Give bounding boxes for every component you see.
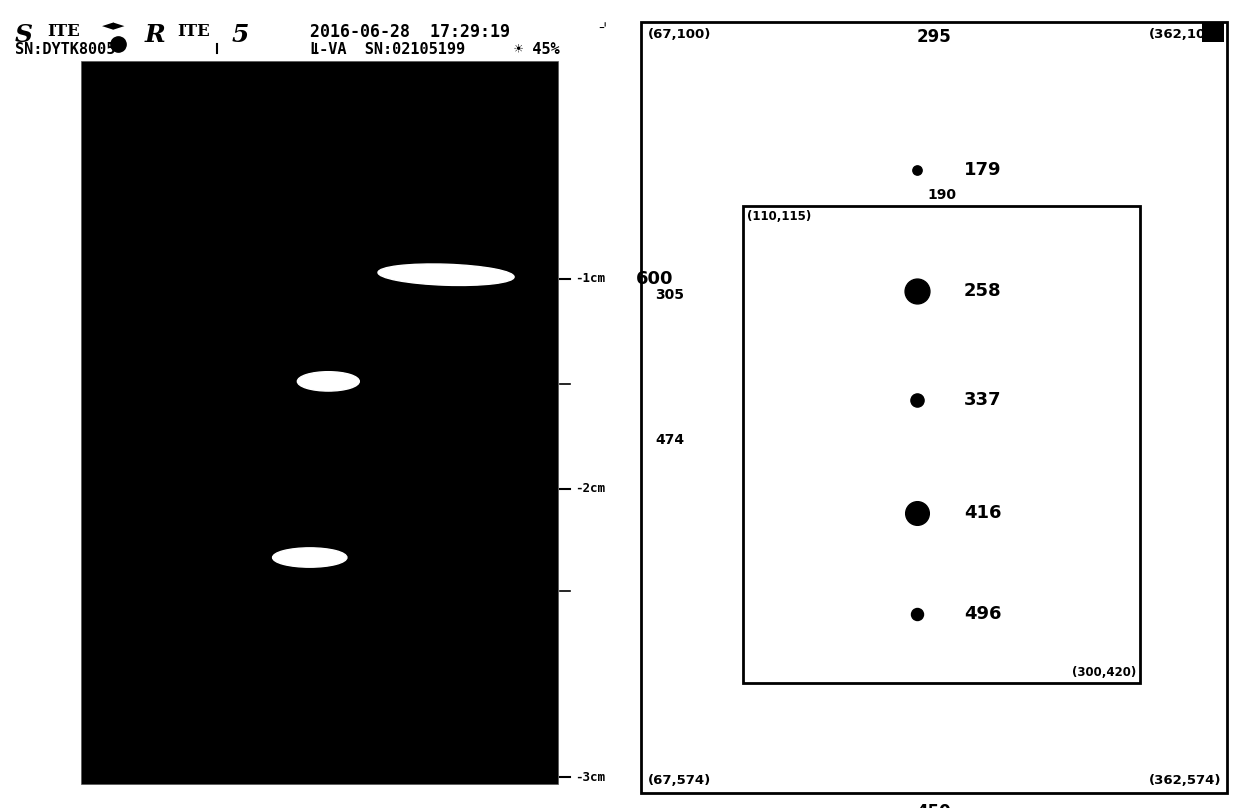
Text: L-VA  SN:02105199: L-VA SN:02105199 — [310, 42, 465, 57]
Text: 2016-06-28  17:29:19: 2016-06-28 17:29:19 — [310, 23, 509, 40]
Text: 337: 337 — [964, 391, 1001, 409]
Text: (362,574): (362,574) — [1149, 774, 1222, 787]
Text: 190: 190 — [927, 188, 957, 202]
Text: -3cm: -3cm — [575, 771, 605, 784]
Bar — [1202, 23, 1224, 42]
Text: 305: 305 — [655, 288, 684, 302]
Text: (67,574): (67,574) — [648, 774, 711, 787]
Text: (110,115): (110,115) — [747, 210, 812, 223]
Point — [907, 393, 927, 406]
Text: (362,100): (362,100) — [1149, 28, 1222, 41]
Text: 5: 5 — [232, 23, 249, 47]
Text: 474: 474 — [655, 433, 685, 448]
Text: 295: 295 — [916, 28, 952, 46]
Text: -1cm: -1cm — [575, 272, 605, 285]
Point — [907, 163, 927, 176]
Text: ☀ 45%: ☀ 45% — [514, 42, 560, 57]
Text: ITE: ITE — [47, 23, 79, 40]
Text: (67,100): (67,100) — [648, 28, 711, 41]
Text: -2cm: -2cm — [575, 482, 605, 495]
Text: 179: 179 — [964, 161, 1001, 179]
Text: 496: 496 — [964, 605, 1001, 623]
Text: 416: 416 — [964, 504, 1001, 522]
Text: R: R — [145, 23, 166, 47]
Ellipse shape — [378, 264, 514, 285]
Ellipse shape — [273, 548, 347, 567]
Point — [907, 507, 927, 520]
Text: S: S — [15, 23, 33, 47]
Bar — [743, 206, 1140, 683]
Text: ITE: ITE — [177, 23, 209, 40]
Text: (300,420): (300,420) — [1072, 666, 1136, 679]
Text: ◄►: ◄► — [102, 18, 125, 33]
Text: ⌏: ⌏ — [598, 20, 611, 36]
Point — [907, 608, 927, 621]
Text: SN:DYTK8005: SN:DYTK8005 — [15, 42, 115, 57]
Bar — [641, 22, 1227, 793]
Text: 450: 450 — [917, 803, 950, 808]
Ellipse shape — [297, 372, 359, 391]
Bar — [81, 61, 558, 784]
Text: 600: 600 — [636, 270, 673, 288]
Point — [907, 284, 927, 297]
Text: 258: 258 — [964, 282, 1001, 300]
